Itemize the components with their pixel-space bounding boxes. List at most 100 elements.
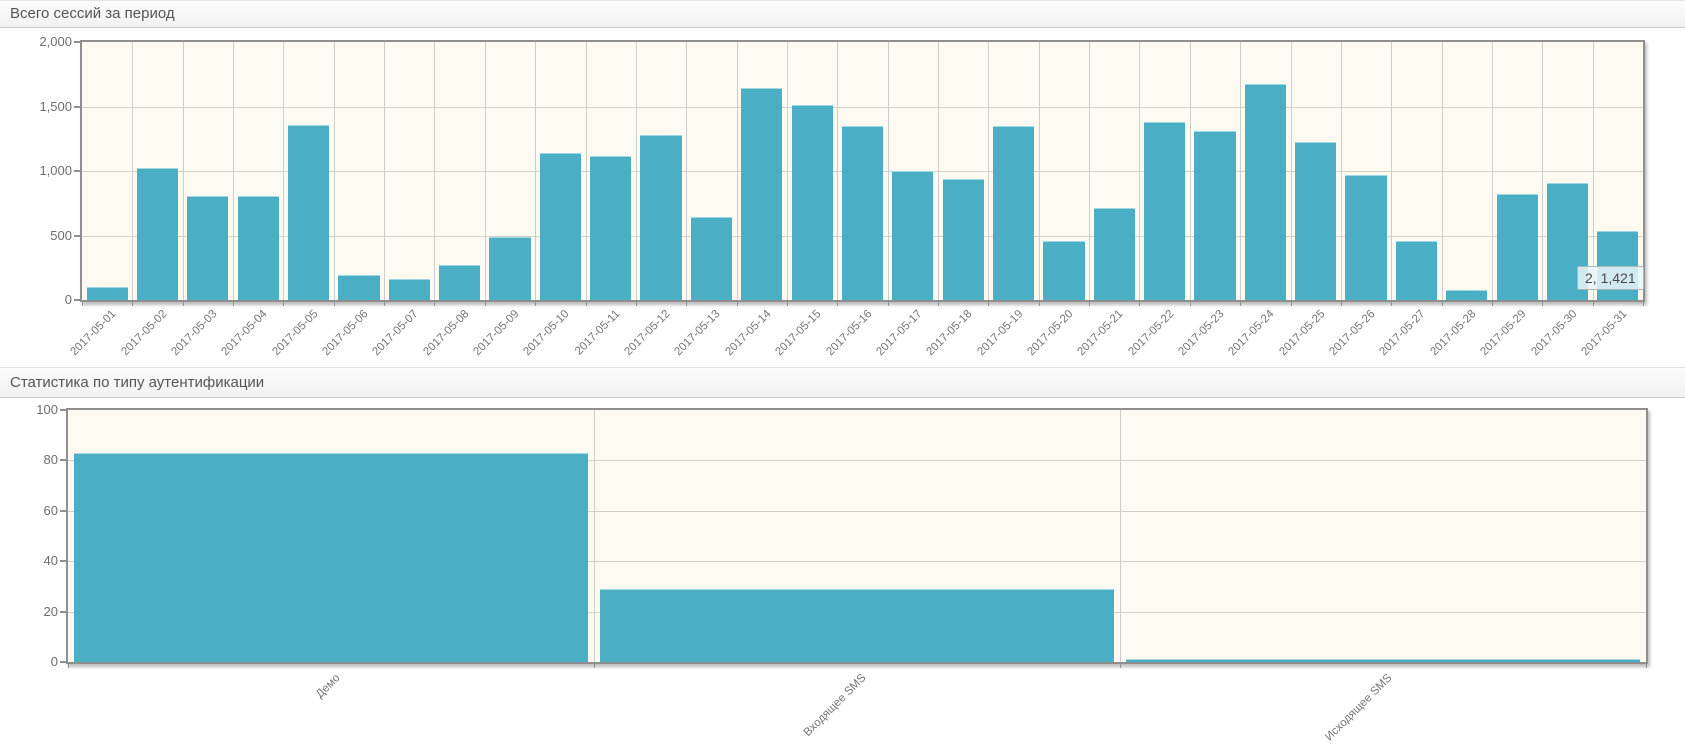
- y-axis-label: 0: [50, 654, 58, 669]
- gridline-vertical: [888, 42, 889, 300]
- y-axis-tick: [74, 170, 81, 172]
- y-axis-tick: [74, 105, 81, 108]
- y-axis-tick: [60, 509, 67, 512]
- y-axis-tick: [60, 409, 67, 411]
- x-axis-tick: [1442, 302, 1443, 306]
- bar[interactable]: [288, 125, 330, 300]
- y-axis-label: 20: [43, 603, 58, 619]
- chart2-plot-area: [66, 408, 1648, 664]
- bar[interactable]: [741, 88, 783, 300]
- bar[interactable]: [600, 589, 1114, 662]
- bar[interactable]: [539, 153, 581, 300]
- gridline-horizontal: [68, 460, 1646, 461]
- bar[interactable]: [1395, 241, 1438, 300]
- bar[interactable]: [1126, 659, 1640, 662]
- x-axis-tick: [1542, 302, 1543, 306]
- y-axis-label: 2,000: [39, 34, 72, 49]
- gridline-vertical: [434, 42, 435, 300]
- bar[interactable]: [74, 453, 588, 662]
- bar[interactable]: [892, 171, 934, 300]
- bar[interactable]: [237, 196, 279, 300]
- gridline-vertical: [636, 42, 637, 300]
- bar[interactable]: [489, 237, 531, 300]
- bar[interactable]: [338, 275, 380, 300]
- gridline-vertical: [132, 42, 133, 300]
- y-axis-label: 100: [36, 402, 58, 417]
- bar[interactable]: [640, 135, 682, 300]
- gridline-vertical: [787, 42, 788, 300]
- x-axis-tick: [1593, 302, 1594, 306]
- gridline-vertical: [737, 42, 738, 300]
- bar[interactable]: [1244, 84, 1286, 300]
- bar[interactable]: [388, 279, 430, 300]
- bar[interactable]: [187, 196, 229, 300]
- x-axis-tick: [1291, 302, 1292, 306]
- x-axis-tick: [485, 302, 486, 306]
- section-header-auth-type: Статистика по типу аутентификации: [0, 367, 1685, 398]
- bar[interactable]: [1043, 241, 1085, 300]
- bar[interactable]: [1496, 194, 1538, 300]
- bar[interactable]: [791, 105, 833, 300]
- y-axis-label: 1,000: [39, 163, 72, 178]
- gridline-vertical: [535, 42, 536, 300]
- y-axis-tick: [60, 560, 67, 563]
- y-axis-tick: [60, 610, 67, 613]
- bar[interactable]: [1345, 175, 1387, 300]
- bar[interactable]: [1144, 122, 1186, 300]
- y-axis-tick: [74, 234, 81, 237]
- x-axis-tick: [384, 302, 385, 306]
- gridline-vertical: [1593, 42, 1594, 300]
- x-axis-tick: [535, 302, 536, 306]
- gridline-horizontal: [68, 511, 1646, 512]
- bar[interactable]: [86, 287, 128, 300]
- x-axis-tick: [1643, 302, 1644, 306]
- y-axis-label: 1,500: [39, 98, 72, 114]
- bar[interactable]: [439, 265, 481, 300]
- x-axis-tick: [837, 302, 838, 306]
- gridline-vertical: [1089, 42, 1090, 300]
- x-axis-tick: [1240, 302, 1241, 306]
- x-axis-tick: [1039, 302, 1040, 306]
- bar[interactable]: [841, 126, 884, 300]
- bar[interactable]: [1194, 131, 1236, 300]
- bar[interactable]: [136, 168, 179, 300]
- bar[interactable]: [942, 179, 984, 300]
- gridline-vertical: [1442, 42, 1443, 300]
- y-axis-tick: [60, 661, 67, 663]
- x-axis-label: Исходящее SMS: [1323, 672, 1395, 744]
- x-axis-tick: [132, 302, 133, 306]
- x-axis-tick: [1391, 302, 1392, 306]
- gridline-vertical: [384, 42, 385, 300]
- x-axis-tick: [1190, 302, 1191, 306]
- x-axis-tick: [434, 302, 435, 306]
- chart-tooltip: 2, 1,421: [1577, 266, 1644, 290]
- x-axis-tick: [82, 302, 83, 306]
- bar[interactable]: [590, 156, 632, 300]
- gridline-vertical: [938, 42, 939, 300]
- gridline-vertical: [183, 42, 184, 300]
- x-axis-tick: [233, 302, 234, 306]
- x-axis-tick: [938, 302, 939, 306]
- x-axis-tick: [334, 302, 335, 306]
- x-axis-label: Входящее SMS: [801, 672, 869, 739]
- bar[interactable]: [1093, 208, 1135, 300]
- gridline-vertical: [283, 42, 284, 300]
- x-axis-tick: [594, 664, 595, 668]
- gridline-vertical: [1341, 42, 1342, 300]
- bar[interactable]: [690, 217, 733, 300]
- bar[interactable]: [1295, 142, 1337, 300]
- x-axis-tick: [1646, 664, 1647, 668]
- chart1-title: Всего сессий за период: [10, 5, 175, 22]
- gridline-vertical: [988, 42, 989, 300]
- x-axis-tick: [586, 302, 587, 306]
- chart2-title: Статистика по типу аутентификации: [10, 374, 265, 391]
- x-axis-tick: [1089, 302, 1090, 306]
- gridline-vertical: [1542, 42, 1543, 300]
- gridline-vertical: [686, 42, 687, 300]
- x-axis-tick: [283, 302, 284, 306]
- bar[interactable]: [992, 126, 1035, 300]
- bar[interactable]: [1446, 290, 1488, 300]
- x-axis-tick: [68, 664, 69, 668]
